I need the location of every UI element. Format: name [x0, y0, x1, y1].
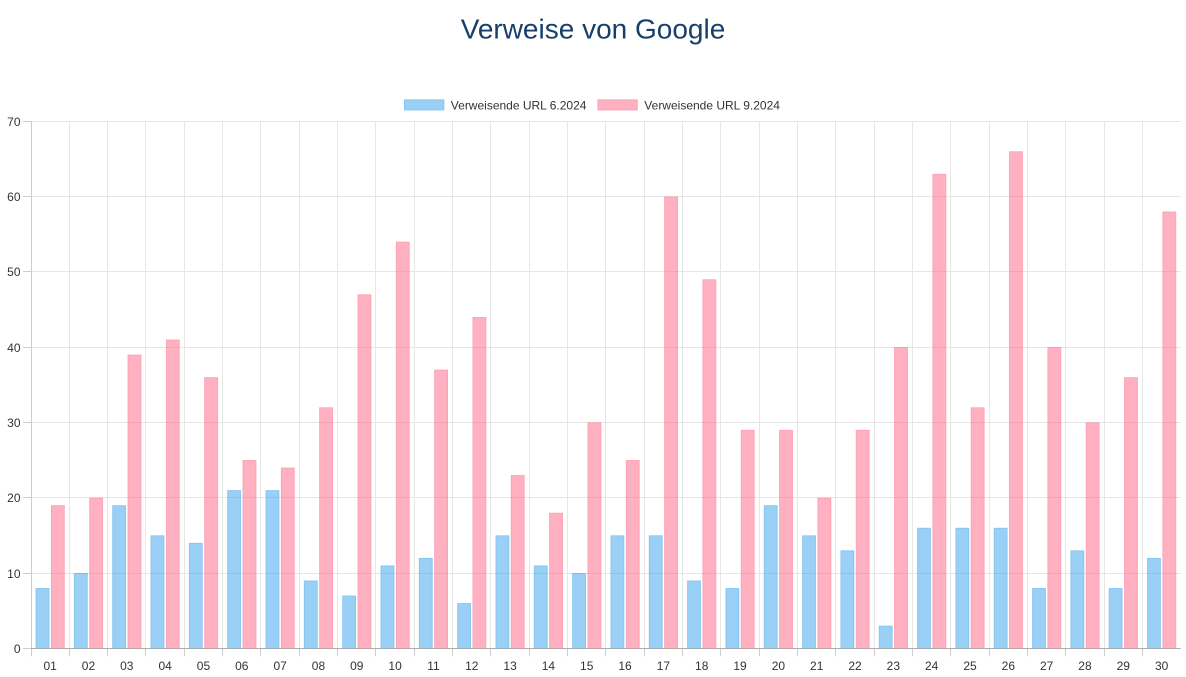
svg-text:50: 50 — [7, 265, 21, 279]
svg-text:13: 13 — [503, 659, 517, 673]
svg-text:02: 02 — [82, 659, 96, 673]
svg-text:30: 30 — [1155, 659, 1169, 673]
svg-text:60: 60 — [7, 190, 21, 204]
svg-text:18: 18 — [695, 659, 709, 673]
svg-text:10: 10 — [388, 659, 402, 673]
svg-text:Verweisende URL 6.2024: Verweisende URL 6.2024 — [451, 98, 587, 112]
svg-text:26: 26 — [1002, 659, 1016, 673]
svg-text:0: 0 — [14, 642, 21, 656]
svg-text:Verweise von Google: Verweise von Google — [461, 14, 726, 45]
svg-text:05: 05 — [197, 659, 211, 673]
svg-text:23: 23 — [887, 659, 901, 673]
svg-text:30: 30 — [7, 416, 21, 430]
svg-text:04: 04 — [158, 659, 172, 673]
svg-text:19: 19 — [733, 659, 747, 673]
svg-text:20: 20 — [772, 659, 786, 673]
svg-text:03: 03 — [120, 659, 134, 673]
svg-text:16: 16 — [618, 659, 632, 673]
svg-text:Verweisende URL 9.2024: Verweisende URL 9.2024 — [644, 98, 780, 112]
svg-text:25: 25 — [963, 659, 977, 673]
svg-text:24: 24 — [925, 659, 939, 673]
svg-text:10: 10 — [7, 567, 21, 581]
svg-text:14: 14 — [542, 659, 556, 673]
svg-text:11: 11 — [427, 659, 440, 673]
svg-text:22: 22 — [848, 659, 862, 673]
svg-text:12: 12 — [465, 659, 479, 673]
svg-text:70: 70 — [7, 115, 21, 129]
svg-text:06: 06 — [235, 659, 249, 673]
svg-text:09: 09 — [350, 659, 364, 673]
svg-text:20: 20 — [7, 491, 21, 505]
svg-text:15: 15 — [580, 659, 594, 673]
svg-text:08: 08 — [312, 659, 326, 673]
svg-text:40: 40 — [7, 341, 21, 355]
svg-text:27: 27 — [1040, 659, 1054, 673]
svg-text:28: 28 — [1078, 659, 1092, 673]
svg-text:29: 29 — [1117, 659, 1131, 673]
svg-text:17: 17 — [657, 659, 671, 673]
svg-text:21: 21 — [810, 659, 824, 673]
svg-text:07: 07 — [273, 659, 287, 673]
svg-text:01: 01 — [43, 659, 57, 673]
